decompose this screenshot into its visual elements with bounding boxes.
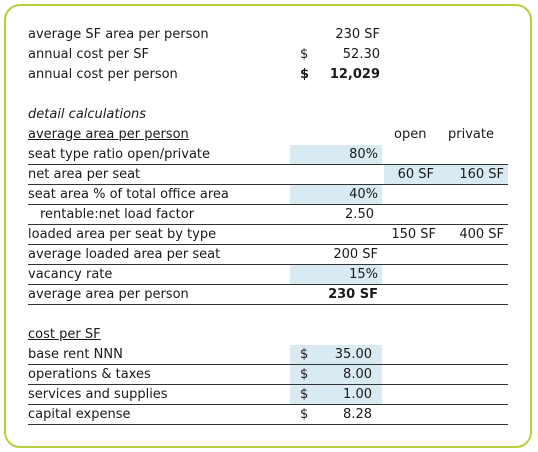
cost-label-operations: operations & taxes	[28, 367, 151, 382]
vacancy-label: vacancy rate	[28, 267, 113, 282]
capital-value: 8.28	[343, 407, 372, 422]
net-area-open: 60 SF	[397, 167, 434, 182]
net-area-input-cell[interactable]: 60 SF 160 SF	[384, 165, 508, 184]
net-area-label: net area per seat	[28, 167, 141, 182]
services-value: 1.00	[343, 387, 372, 402]
avg-loaded-label: average loaded area per seat	[28, 247, 221, 262]
avg-loaded-value: 200 SF	[333, 247, 378, 262]
operations-value: 8.00	[343, 367, 372, 382]
seat-ratio-value: 80%	[349, 147, 378, 162]
summary-avg-area-label: average SF area per person	[28, 27, 209, 42]
col-header-open: open	[394, 127, 427, 142]
summary-cost-sf-currency: $	[300, 47, 309, 62]
cost-label-base-rent: base rent NNN	[28, 347, 123, 362]
summary-cost-sf-label: annual cost per SF	[28, 47, 149, 62]
vacancy-value: 15%	[349, 267, 378, 282]
loaded-area-private: 400 SF	[459, 227, 504, 242]
seat-ratio-label: seat type ratio open/private	[28, 147, 211, 162]
col-header-private: private	[448, 127, 494, 142]
seat-ratio-input-cell[interactable]: 80%	[290, 145, 382, 164]
base-rent-input-cell[interactable]: $ 35.00	[290, 345, 382, 364]
operations-currency: $	[300, 367, 309, 382]
summary-cost-person-value: 12,029	[329, 67, 380, 82]
detail-section-label: average area per person	[28, 127, 189, 142]
seat-area-pct-input-cell[interactable]: 40%	[290, 185, 382, 204]
summary-avg-area-value: 230 SF	[335, 27, 380, 42]
detail-title: detail calculations	[28, 107, 147, 122]
cost-row-capital: capital expense $ 8.28	[28, 405, 508, 425]
detail-title-row: detail calculations	[28, 105, 508, 125]
avg-person-value: 230 SF	[328, 287, 378, 302]
summary-cost-sf-row: annual cost per SF $ 52.30	[28, 45, 508, 65]
summary-cost-person-row: annual cost per person $ 12,029	[28, 65, 508, 85]
load-factor-row: rentable:net load factor 2.50	[28, 205, 508, 225]
services-currency: $	[300, 387, 309, 402]
seat-ratio-row: seat type ratio open/private 80%	[28, 145, 508, 165]
cost-row-operations: operations & taxes $ 8.00	[28, 365, 508, 385]
services-input-cell[interactable]: $ 1.00	[290, 385, 382, 404]
summary-avg-area-row: average SF area per person 230 SF	[28, 25, 508, 45]
cost-label-services: services and supplies	[28, 387, 168, 402]
summary-cost-sf-value: 52.30	[342, 47, 380, 62]
cost-row-services: services and supplies $ 1.00	[28, 385, 508, 405]
capital-currency: $	[300, 407, 309, 422]
load-factor-label: rentable:net load factor	[40, 207, 195, 222]
seat-area-pct-row: seat area % of total office area 40%	[28, 185, 508, 205]
base-rent-value: 35.00	[334, 347, 372, 362]
avg-person-row: average area per person 230 SF	[28, 285, 508, 305]
detail-section-header: average area per person open private	[28, 125, 508, 145]
loaded-area-label: loaded area per seat by type	[28, 227, 217, 242]
cost-row-base-rent: base rent NNN $ 35.00	[28, 345, 508, 365]
loaded-area-row: loaded area per seat by type 150 SF 400 …	[28, 225, 508, 245]
net-area-row: net area per seat 60 SF 160 SF	[28, 165, 508, 185]
vacancy-row: vacancy rate 15%	[28, 265, 508, 285]
loaded-area-open: 150 SF	[391, 227, 436, 242]
cost-section-header: cost per SF	[28, 325, 508, 345]
load-factor-value: 2.50	[345, 207, 374, 222]
worksheet-panel	[4, 4, 532, 448]
base-rent-currency: $	[300, 347, 309, 362]
cost-label-capital: capital expense	[28, 407, 131, 422]
net-area-private: 160 SF	[459, 167, 504, 182]
vacancy-input-cell[interactable]: 15%	[290, 265, 382, 284]
operations-input-cell[interactable]: $ 8.00	[290, 365, 382, 384]
seat-area-pct-label: seat area % of total office area	[28, 187, 229, 202]
seat-area-pct-value: 40%	[349, 187, 378, 202]
summary-cost-person-label: annual cost per person	[28, 67, 178, 82]
summary-cost-person-currency: $	[300, 67, 310, 82]
avg-person-label: average area per person	[28, 287, 189, 302]
cost-section-label: cost per SF	[28, 327, 101, 342]
avg-loaded-row: average loaded area per seat 200 SF	[28, 245, 508, 265]
